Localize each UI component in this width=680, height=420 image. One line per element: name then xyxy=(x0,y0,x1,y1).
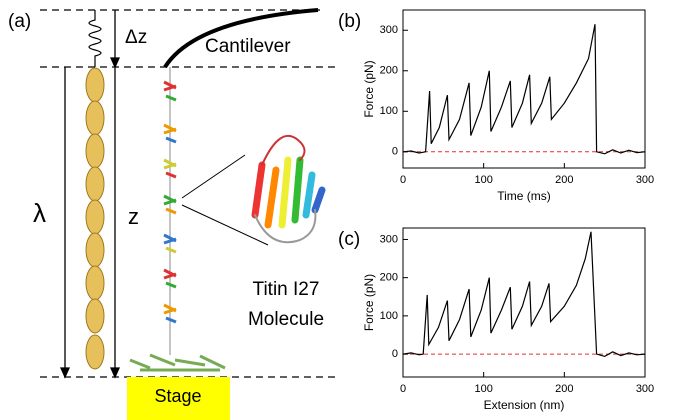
panel-label: (a) xyxy=(8,11,31,32)
y-tick-label: 0 xyxy=(392,348,398,360)
panel-label: (c) xyxy=(338,229,360,250)
linker-chain xyxy=(85,67,105,370)
y-tick-label: 0 xyxy=(392,146,398,158)
x-tick-label: 0 xyxy=(400,174,406,186)
stage xyxy=(127,377,230,420)
x-tick-label: 200 xyxy=(555,383,573,395)
x-tick-label: 300 xyxy=(636,174,654,186)
arrow-head xyxy=(59,367,71,379)
z-label: z xyxy=(128,204,139,229)
y-axis-label: Force (pN) xyxy=(362,60,376,117)
cantilever xyxy=(163,8,319,69)
arrow-head xyxy=(109,367,121,379)
force-trace xyxy=(402,24,646,155)
plot-frame xyxy=(402,9,646,169)
y-tick-label: 200 xyxy=(380,65,398,77)
zoom-lines xyxy=(181,154,269,246)
y-tick-label: 300 xyxy=(380,24,398,36)
y-tick-label: 100 xyxy=(380,105,398,117)
x-tick-label: 100 xyxy=(474,383,492,395)
stage-label: Stage xyxy=(154,386,201,406)
arrow-head xyxy=(109,57,121,69)
y-axis-label: Force (pN) xyxy=(362,274,376,331)
spring xyxy=(88,10,102,67)
y-tick-label: 200 xyxy=(380,272,398,284)
force-trace xyxy=(402,231,646,358)
lambda-label: λ xyxy=(33,198,46,228)
plot-frame xyxy=(402,227,646,378)
x-axis-label: Time (ms) xyxy=(497,189,551,203)
x-tick-label: 200 xyxy=(555,174,573,186)
y-tick-label: 300 xyxy=(380,233,398,245)
delta-z-label: Δz xyxy=(125,27,147,48)
panel-label: (b) xyxy=(338,11,361,32)
molecule-label: Titin I27 xyxy=(253,279,320,300)
x-tick-label: 0 xyxy=(400,383,406,395)
cantilever-label: Cantilever xyxy=(205,36,291,57)
molecule-chain xyxy=(129,67,226,372)
protein-structure xyxy=(251,134,326,244)
y-tick-label: 100 xyxy=(380,310,398,322)
x-axis-label: Extension (nm) xyxy=(484,398,565,412)
molecule-label: Molecule xyxy=(248,309,324,330)
x-tick-label: 100 xyxy=(474,174,492,186)
diagram: (a) Δz Cantilever λ z Titin I27 Molecule… xyxy=(8,8,340,420)
x-tick-label: 300 xyxy=(636,383,654,395)
